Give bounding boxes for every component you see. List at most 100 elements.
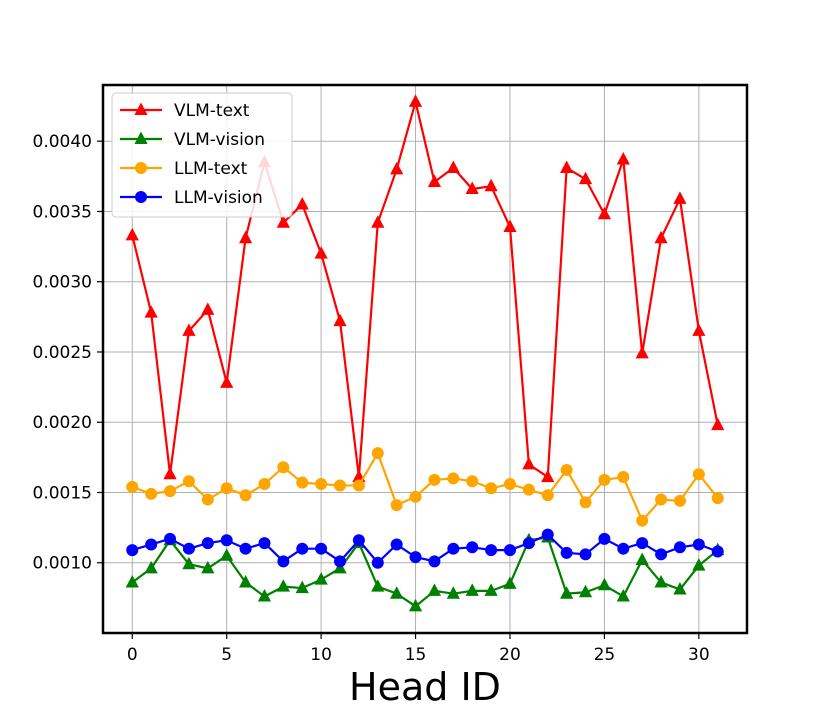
y-tick-label: 0.0040 <box>33 132 92 152</box>
llm-vision-point <box>673 541 686 554</box>
vlm-vision-point <box>692 558 706 571</box>
vlm-text-point <box>635 345 649 359</box>
vlm-vision-point <box>578 584 593 598</box>
llm-text-point <box>485 482 498 495</box>
llm-text-point <box>617 471 630 484</box>
llm-text-point <box>258 478 271 491</box>
llm-text-point <box>428 473 441 486</box>
llm-text-point <box>164 485 177 498</box>
vlm-text-point <box>276 215 290 228</box>
vlm-vision-point <box>427 583 442 596</box>
series-vlm-text <box>125 94 725 483</box>
series-group <box>125 94 725 612</box>
llm-vision-point <box>371 556 384 569</box>
vlm-text-point <box>220 375 234 388</box>
llm-vision-point <box>598 532 611 545</box>
x-tick-label: 5 <box>221 645 232 665</box>
llm-vision-point <box>315 542 328 555</box>
vlm-text-point <box>144 305 158 318</box>
vlm-vision-point <box>371 579 385 592</box>
llm-text-point <box>277 461 290 474</box>
vlm-text-point <box>484 178 498 192</box>
axis-ticks: 0 5 10 15 20 25 30 0.0010 0.0015 0.0020 0.0025 0.00… <box>33 132 710 665</box>
vlm-vision-point <box>390 586 404 599</box>
llm-vision-point <box>220 534 233 547</box>
legend-item-llm-text: LLM-text <box>120 159 248 179</box>
llm-vision-point <box>277 555 290 568</box>
vlm-text-point <box>182 323 196 336</box>
vlm-text-point <box>371 215 385 228</box>
legend: VLM-text VLM-vision LLM-text LLM-vision <box>111 92 293 218</box>
llm-vision-point <box>636 537 649 550</box>
vlm-vision-point <box>408 598 423 612</box>
llm-text-point <box>201 493 214 506</box>
vlm-text-point <box>692 323 706 336</box>
llm-vision-point <box>485 544 498 557</box>
vlm-text-point <box>673 191 687 204</box>
llm-vision-point <box>560 546 573 559</box>
llm-vision-point <box>390 538 403 551</box>
vlm-vision-point <box>597 577 612 591</box>
llm-vision-point <box>541 528 554 541</box>
legend-item-vlm-vision: VLM-vision <box>120 130 265 150</box>
legend-marker <box>134 102 148 116</box>
vlm-text-point <box>578 171 593 185</box>
llm-text-point <box>334 479 347 492</box>
vlm-text-line <box>131 100 719 479</box>
vlm-vision-point <box>484 583 498 596</box>
llm-text-point <box>692 468 705 481</box>
llm-text-point <box>598 473 611 486</box>
llm-text-point <box>315 478 328 491</box>
vlm-vision-point <box>446 586 460 599</box>
vlm-text-point <box>125 227 139 241</box>
vlm-text-point <box>446 160 460 173</box>
vlm-vision-point <box>560 586 574 599</box>
llm-vision-point <box>201 537 214 550</box>
vlm-vision-point <box>238 574 253 588</box>
vlm-vision-point <box>182 556 196 570</box>
llm-text-point <box>673 494 686 507</box>
vlm-vision-point <box>616 589 630 602</box>
vlm-text-point <box>314 246 328 259</box>
legend-marker <box>134 131 148 145</box>
llm-vision-point <box>692 538 705 551</box>
x-tick-label: 15 <box>405 645 427 665</box>
llm-vision-point <box>239 542 252 555</box>
llm-text-point <box>126 480 139 493</box>
vlm-text-point <box>560 160 574 173</box>
vlm-vision-point <box>295 580 309 594</box>
vlm-vision-point <box>144 560 158 574</box>
llm-text-point <box>541 489 554 502</box>
legend-label: LLM-text <box>174 159 248 179</box>
y-tick-label: 0.0010 <box>33 554 92 574</box>
plot-frame <box>101 83 749 635</box>
y-tick-label: 0.0030 <box>33 273 92 293</box>
vlm-text-point <box>163 466 177 480</box>
vlm-text-point <box>201 302 215 315</box>
vlm-text-point <box>408 94 423 107</box>
legend-box <box>111 92 293 218</box>
vlm-vision-point <box>125 574 139 588</box>
llm-vision-point <box>352 534 365 547</box>
series-llm-vision <box>126 528 724 569</box>
llm-vision-point <box>655 548 668 561</box>
llm-text-point <box>352 479 365 492</box>
llm-text-point <box>447 472 460 485</box>
llm-vision-point <box>428 555 441 568</box>
llm-text-point <box>220 482 233 495</box>
vlm-text-point <box>295 196 309 210</box>
vlm-text-point <box>427 174 442 187</box>
legend-marker <box>135 191 147 203</box>
llm-vision-point <box>522 537 535 550</box>
llm-text-point <box>579 496 592 509</box>
llm-text-point <box>296 476 309 489</box>
x-tick-label: 30 <box>688 645 710 665</box>
vlm-text-point <box>711 417 725 431</box>
x-tick-label: 0 <box>127 645 138 665</box>
y-tick-label: 0.0020 <box>33 413 92 433</box>
series-llm-text <box>126 447 724 527</box>
vlm-text-point <box>616 152 630 165</box>
vlm-text-point <box>597 206 612 220</box>
x-axis-label: Head ID <box>349 665 501 709</box>
